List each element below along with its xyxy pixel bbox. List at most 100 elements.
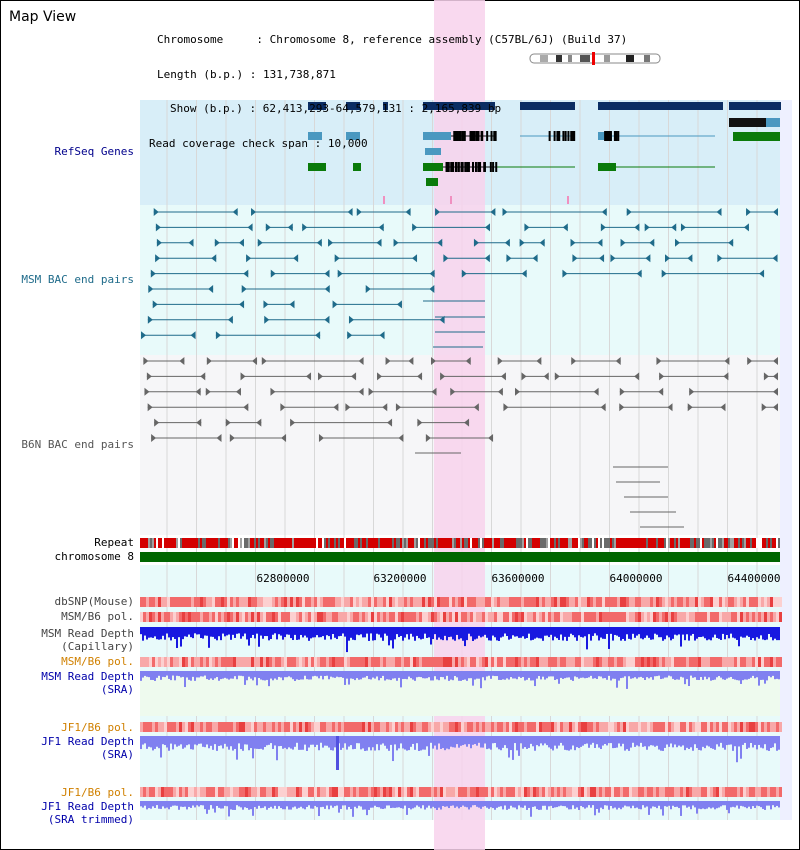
track-label-b6n-bac[interactable]: B6N BAC end pairs <box>21 438 134 451</box>
depth-bar <box>386 671 388 680</box>
heat-cell <box>383 612 386 622</box>
heat-cell <box>527 722 530 732</box>
track-label-jf1-depth-sra[interactable]: JF1 Read Depth <box>41 735 134 748</box>
repeat-segment <box>502 538 504 548</box>
depth-bar <box>442 736 444 749</box>
repeat-segment <box>688 538 690 548</box>
heat-cell <box>392 722 395 732</box>
bac-end-marker <box>671 223 677 232</box>
depth-bar <box>548 736 550 748</box>
heat-cell <box>269 612 272 622</box>
depth-bar <box>450 736 452 747</box>
depth-bar <box>310 801 312 809</box>
depth-bar <box>216 736 218 751</box>
heat-cell <box>389 657 392 667</box>
heat-cell <box>416 787 419 797</box>
track-label-msm-bac[interactable]: MSM BAC end pairs <box>21 273 134 286</box>
depth-bar <box>252 671 254 681</box>
heat-cell <box>662 597 665 607</box>
heat-cell <box>611 722 614 732</box>
depth-bar <box>774 671 776 680</box>
heat-cell <box>641 612 644 622</box>
heat-cell <box>464 612 467 622</box>
repeat-segment <box>216 538 218 548</box>
depth-bar <box>518 736 520 756</box>
heat-cell <box>746 657 749 667</box>
depth-bar <box>336 627 338 640</box>
depth-bar <box>352 736 354 750</box>
repeat-segment <box>360 538 362 548</box>
track-label-jf1-depth-trim[interactable]: JF1 Read Depth <box>41 800 134 813</box>
heat-cell <box>770 787 773 797</box>
track-label-msm-b6-pol-2[interactable]: MSM/B6 pol. <box>61 655 134 668</box>
repeat-segment <box>774 538 776 548</box>
track-label-chromosome[interactable]: chromosome 8 <box>54 550 134 563</box>
depth-bar <box>314 671 316 676</box>
heat-cell <box>194 612 197 622</box>
track-label-jf1-b6-pol[interactable]: JF1/B6 pol. <box>61 721 134 734</box>
depth-bar <box>336 671 338 677</box>
heat-cell <box>761 657 764 667</box>
heat-cell <box>206 722 209 732</box>
depth-bar <box>334 736 336 748</box>
bac-end-marker <box>645 254 651 263</box>
heat-cell <box>446 612 449 622</box>
heat-cell <box>677 597 680 607</box>
depth-bar <box>762 736 764 749</box>
heat-cell <box>167 597 170 607</box>
depth-bar <box>504 671 506 680</box>
depth-bar <box>654 736 656 747</box>
gene-exon <box>466 162 469 172</box>
repeat-segment <box>398 538 400 548</box>
depth-bar <box>410 736 412 747</box>
repeat-segment <box>310 538 312 548</box>
repeat-segment <box>644 538 646 548</box>
depth-bar <box>436 736 438 750</box>
heat-cell <box>629 612 632 622</box>
length-label: Length (b.p.) <box>157 67 244 81</box>
heat-cell <box>665 612 668 622</box>
axis-tick-label: 63200000 <box>373 572 427 585</box>
heat-cell <box>461 657 464 667</box>
depth-bar <box>338 627 340 637</box>
heat-cell <box>395 787 398 797</box>
depth-bar <box>254 801 256 808</box>
heat-cell <box>569 787 572 797</box>
track-label-msm-depth-sra[interactable]: MSM Read Depth <box>41 670 134 683</box>
heat-cell <box>281 612 284 622</box>
heat-cell <box>599 597 602 607</box>
heat-cell <box>386 597 389 607</box>
heat-cell <box>536 722 539 732</box>
heat-cell <box>227 787 230 797</box>
depth-bar <box>702 671 704 680</box>
track-label-refseq[interactable]: RefSeq Genes <box>54 145 134 158</box>
depth-bar <box>236 627 238 634</box>
bac-end-marker <box>716 208 722 216</box>
depth-bar <box>680 801 682 816</box>
repeat-segment <box>766 538 768 548</box>
track-label-msm-depth-cap[interactable]: MSM Read Depth <box>41 627 134 640</box>
repeat-segment <box>204 538 206 548</box>
repeat-segment <box>314 538 316 548</box>
depth-bar <box>638 671 640 678</box>
track-label-dbsnp[interactable]: dbSNP(Mouse) <box>54 595 134 608</box>
depth-bar <box>414 801 416 808</box>
depth-bar <box>150 627 152 638</box>
depth-bar <box>658 801 660 806</box>
track-label-repeat[interactable]: Repeat <box>94 536 134 549</box>
track-label-jf1-b6-pol-2[interactable]: JF1/B6 pol. <box>61 786 134 799</box>
heat-cell <box>272 597 275 607</box>
bac-end-marker <box>514 387 520 396</box>
depth-bar <box>724 671 726 680</box>
heat-cell <box>701 657 704 667</box>
heat-cell <box>461 612 464 622</box>
repeat-segment <box>734 538 736 548</box>
gene-exon <box>477 131 480 141</box>
depth-bar <box>240 627 242 639</box>
depth-bar <box>384 671 386 681</box>
depth-bar <box>286 801 288 807</box>
track-label-msm-b6-pol[interactable]: MSM/B6 pol. <box>61 610 134 623</box>
depth-bar <box>576 736 578 748</box>
heat-cell <box>701 612 704 622</box>
heat-cell <box>197 722 200 732</box>
